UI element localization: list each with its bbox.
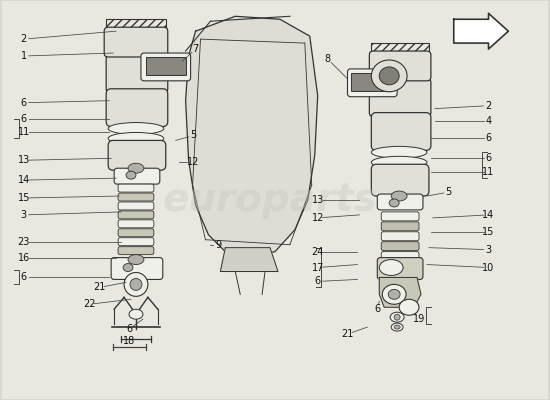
Text: 13: 13 — [312, 195, 324, 205]
Bar — [371, 43, 429, 65]
FancyBboxPatch shape — [381, 212, 419, 221]
Text: 15: 15 — [18, 193, 30, 203]
Polygon shape — [379, 278, 421, 307]
Text: 15: 15 — [482, 227, 494, 237]
Text: 6: 6 — [21, 114, 27, 124]
Text: 1: 1 — [21, 51, 27, 61]
Text: 6: 6 — [126, 324, 132, 334]
Text: 6: 6 — [315, 276, 321, 286]
Polygon shape — [186, 16, 318, 258]
Text: 6: 6 — [486, 153, 492, 163]
FancyBboxPatch shape — [114, 168, 160, 184]
Text: 6: 6 — [374, 304, 381, 314]
Text: 11: 11 — [482, 167, 494, 177]
FancyBboxPatch shape — [118, 238, 154, 246]
Polygon shape — [221, 248, 278, 272]
Text: 11: 11 — [18, 128, 30, 138]
Polygon shape — [454, 13, 508, 49]
Text: 19: 19 — [413, 314, 425, 324]
Text: 4: 4 — [486, 116, 492, 126]
FancyBboxPatch shape — [118, 211, 154, 219]
Text: 21: 21 — [342, 329, 354, 339]
Text: 14: 14 — [18, 175, 30, 185]
Text: 2: 2 — [486, 101, 492, 111]
FancyBboxPatch shape — [118, 202, 154, 210]
Text: 6: 6 — [486, 134, 492, 144]
FancyBboxPatch shape — [118, 193, 154, 201]
Bar — [146, 57, 186, 75]
Ellipse shape — [390, 312, 404, 322]
Ellipse shape — [128, 163, 144, 173]
Ellipse shape — [389, 199, 399, 207]
FancyBboxPatch shape — [370, 79, 431, 116]
FancyBboxPatch shape — [118, 247, 154, 255]
Ellipse shape — [126, 171, 136, 179]
Ellipse shape — [108, 132, 164, 144]
Text: 23: 23 — [18, 237, 30, 247]
Ellipse shape — [394, 325, 400, 329]
Bar — [106, 19, 166, 41]
Ellipse shape — [123, 264, 133, 272]
FancyBboxPatch shape — [106, 89, 168, 126]
FancyBboxPatch shape — [118, 229, 154, 237]
Text: 3: 3 — [21, 210, 27, 220]
FancyBboxPatch shape — [370, 51, 431, 81]
Text: 6: 6 — [21, 272, 27, 282]
Ellipse shape — [379, 67, 399, 85]
FancyBboxPatch shape — [104, 27, 168, 57]
Text: 21: 21 — [93, 282, 106, 292]
Text: 9: 9 — [216, 240, 222, 250]
Ellipse shape — [371, 156, 427, 168]
FancyBboxPatch shape — [141, 53, 191, 81]
FancyBboxPatch shape — [381, 252, 419, 260]
Text: 18: 18 — [123, 336, 135, 346]
FancyBboxPatch shape — [377, 258, 423, 280]
Ellipse shape — [371, 146, 427, 158]
Text: 3: 3 — [486, 245, 492, 255]
Ellipse shape — [382, 284, 406, 304]
Text: 5: 5 — [446, 187, 452, 197]
Text: 13: 13 — [18, 155, 30, 165]
Ellipse shape — [130, 278, 142, 290]
Text: 17: 17 — [311, 262, 324, 272]
Ellipse shape — [108, 122, 164, 134]
FancyBboxPatch shape — [381, 232, 419, 241]
Ellipse shape — [124, 272, 148, 296]
Text: 6: 6 — [21, 98, 27, 108]
FancyBboxPatch shape — [111, 258, 163, 280]
FancyBboxPatch shape — [348, 69, 397, 97]
Text: 14: 14 — [482, 210, 494, 220]
Text: 5: 5 — [190, 130, 197, 140]
Ellipse shape — [128, 255, 144, 264]
FancyBboxPatch shape — [381, 242, 419, 251]
FancyBboxPatch shape — [118, 220, 154, 228]
Bar — [351, 73, 391, 91]
Text: 2: 2 — [21, 34, 27, 44]
Text: europarts: europarts — [163, 181, 377, 219]
Text: 22: 22 — [83, 299, 96, 309]
Text: 10: 10 — [482, 262, 494, 272]
Ellipse shape — [394, 314, 400, 320]
FancyBboxPatch shape — [106, 55, 168, 93]
FancyBboxPatch shape — [381, 222, 419, 231]
Ellipse shape — [391, 323, 403, 331]
FancyBboxPatch shape — [118, 184, 154, 192]
FancyBboxPatch shape — [371, 113, 431, 150]
FancyBboxPatch shape — [108, 140, 166, 170]
Ellipse shape — [399, 299, 419, 315]
Text: 8: 8 — [324, 54, 331, 64]
Text: 24: 24 — [311, 247, 324, 257]
FancyBboxPatch shape — [377, 194, 423, 210]
Text: 7: 7 — [192, 44, 199, 54]
FancyBboxPatch shape — [371, 164, 429, 196]
Ellipse shape — [391, 191, 407, 201]
Ellipse shape — [129, 309, 143, 319]
Ellipse shape — [379, 260, 403, 276]
Text: 16: 16 — [18, 252, 30, 262]
Ellipse shape — [388, 289, 400, 299]
Text: 12: 12 — [188, 157, 200, 167]
Ellipse shape — [371, 60, 407, 92]
Text: 12: 12 — [311, 213, 324, 223]
